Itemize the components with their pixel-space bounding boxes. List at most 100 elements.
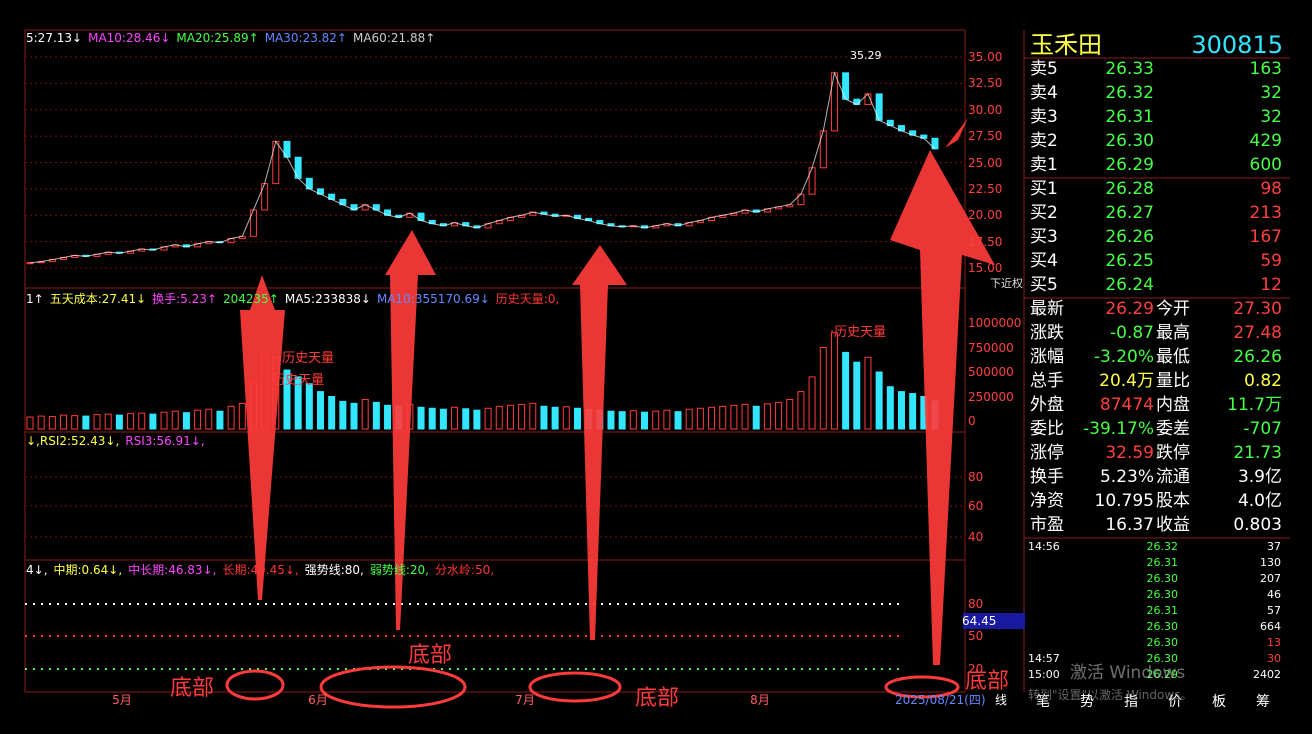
volume-bar xyxy=(518,403,526,430)
y-tick-label: 15.00 xyxy=(968,261,1003,275)
tick-price: 26.32 xyxy=(1146,540,1179,553)
volume-bar xyxy=(71,415,79,430)
stat-label: 涨跌 xyxy=(1030,323,1064,343)
stat-value: 26.26 xyxy=(1233,347,1282,367)
volume-bar xyxy=(350,402,358,430)
y-tick-label: 500000 xyxy=(968,365,1014,379)
book-label: 买5 xyxy=(1030,275,1058,295)
stat-label: 涨停 xyxy=(1030,443,1064,463)
book-volume: 429 xyxy=(1249,131,1282,151)
volume-bar xyxy=(384,404,392,430)
tick-price: 26.30 xyxy=(1146,572,1179,585)
tab[interactable]: 筹 xyxy=(1256,694,1270,710)
watermark: 激活 Windows xyxy=(1070,663,1186,683)
tick-volume: 37 xyxy=(1267,540,1281,553)
stat-value: 0.82 xyxy=(1244,371,1282,391)
volume-bar xyxy=(864,356,872,430)
volume-bar xyxy=(149,413,157,430)
y-tick-label: 32.50 xyxy=(968,76,1003,91)
panel-header: 弱势线:20, xyxy=(369,563,429,577)
x-tick-label: 7月 xyxy=(515,693,535,707)
bottom-label: 底部 xyxy=(635,686,680,711)
volume-bar xyxy=(562,406,570,430)
y-tick-label: 80 xyxy=(968,470,984,484)
book-label: 卖4 xyxy=(1030,83,1058,103)
volume-bar xyxy=(529,402,537,430)
y-tick-label: 20.00 xyxy=(968,208,1003,223)
volume-bar xyxy=(82,415,90,430)
book-volume: 213 xyxy=(1249,203,1282,223)
volume-bar xyxy=(339,400,347,430)
stat-value: 32.59 xyxy=(1105,443,1154,463)
stat-value: 27.30 xyxy=(1233,299,1282,319)
tick-price: 26.30 xyxy=(1146,636,1179,649)
watermark: 转到"设置"以激活 Windows。 xyxy=(1028,688,1193,702)
volume-bar xyxy=(786,398,794,430)
book-label: 卖2 xyxy=(1030,131,1058,151)
bottom-label: 底部 xyxy=(408,643,453,668)
stat-value: -707 xyxy=(1243,419,1282,439)
tick-time: 14:57 xyxy=(1028,652,1060,665)
volume-bar xyxy=(171,410,179,430)
volume-bar xyxy=(305,383,313,430)
book-label: 买3 xyxy=(1030,227,1058,247)
book-price: 26.32 xyxy=(1105,83,1154,103)
stat-value: 5.23% xyxy=(1099,467,1154,487)
stat-value: -0.87 xyxy=(1110,323,1154,343)
volume-bar xyxy=(115,414,123,430)
tab[interactable]: 板 xyxy=(1212,694,1226,710)
stat-label: 委比 xyxy=(1030,419,1064,439)
stat-label: 市盈 xyxy=(1030,515,1064,535)
stat-value: 21.73 xyxy=(1233,443,1282,463)
stat-value: -39.17% xyxy=(1083,419,1154,439)
volume-bar xyxy=(763,403,771,430)
tick-price: 26.30 xyxy=(1146,652,1179,665)
stat-label: 今开 xyxy=(1156,299,1190,319)
volume-bar xyxy=(652,410,660,430)
date-label: 2025/08/21(四) xyxy=(895,693,986,707)
book-volume: 98 xyxy=(1260,179,1282,199)
tab[interactable]: 笔 xyxy=(1036,694,1050,710)
volume-bar xyxy=(674,411,682,430)
tick-volume: 2402 xyxy=(1253,668,1281,681)
tab[interactable]: 指 xyxy=(1124,694,1138,710)
volume-bar xyxy=(808,376,816,430)
stat-value: 20.4万 xyxy=(1099,371,1154,391)
book-label: 买2 xyxy=(1030,203,1058,223)
y-tick-label: 250000 xyxy=(968,389,1014,404)
x-tick-label: 8月 xyxy=(750,693,770,707)
volume-bar xyxy=(842,351,850,430)
y-tick-label: 40 xyxy=(968,530,984,544)
book-volume: 600 xyxy=(1249,155,1282,175)
volume-bar xyxy=(238,402,246,430)
panel-header: MA20:25.89↑ xyxy=(176,31,259,45)
annotation: ·历史天量 xyxy=(278,351,335,366)
tab[interactable]: 价 xyxy=(1168,694,1182,710)
volume-bar xyxy=(361,398,369,430)
panel-header: 中长期:46.83↓, xyxy=(128,563,217,577)
y-tick-label: 27.50 xyxy=(968,129,1003,144)
book-price: 26.33 xyxy=(1105,59,1154,79)
tick-volume: 207 xyxy=(1260,572,1281,585)
stat-value: 11.7万 xyxy=(1227,395,1282,415)
stat-label: 外盘 xyxy=(1030,395,1064,415)
volume-bar xyxy=(853,361,861,430)
y-tick-label: 17.50 xyxy=(968,234,1003,249)
volume-bar xyxy=(663,409,671,430)
tab[interactable]: 势 xyxy=(1080,694,1094,710)
x-tick-label: 5月 xyxy=(112,693,132,707)
stat-value: 0.803 xyxy=(1233,515,1282,535)
y-tick-label: 30.00 xyxy=(968,102,1003,117)
stat-value: 4.0亿 xyxy=(1237,491,1282,511)
stat-value: 27.48 xyxy=(1233,323,1282,343)
volume-bar xyxy=(708,406,716,430)
book-label: 买4 xyxy=(1030,251,1058,271)
stat-label: 流通 xyxy=(1156,467,1190,487)
volume-bar xyxy=(104,413,112,430)
volume-bar xyxy=(372,401,380,430)
book-price: 26.29 xyxy=(1105,155,1154,175)
panel-header: 历史天量:0, xyxy=(495,292,560,306)
current-value: 64.45 xyxy=(962,614,997,628)
panel-header: 1↑ xyxy=(26,292,44,306)
